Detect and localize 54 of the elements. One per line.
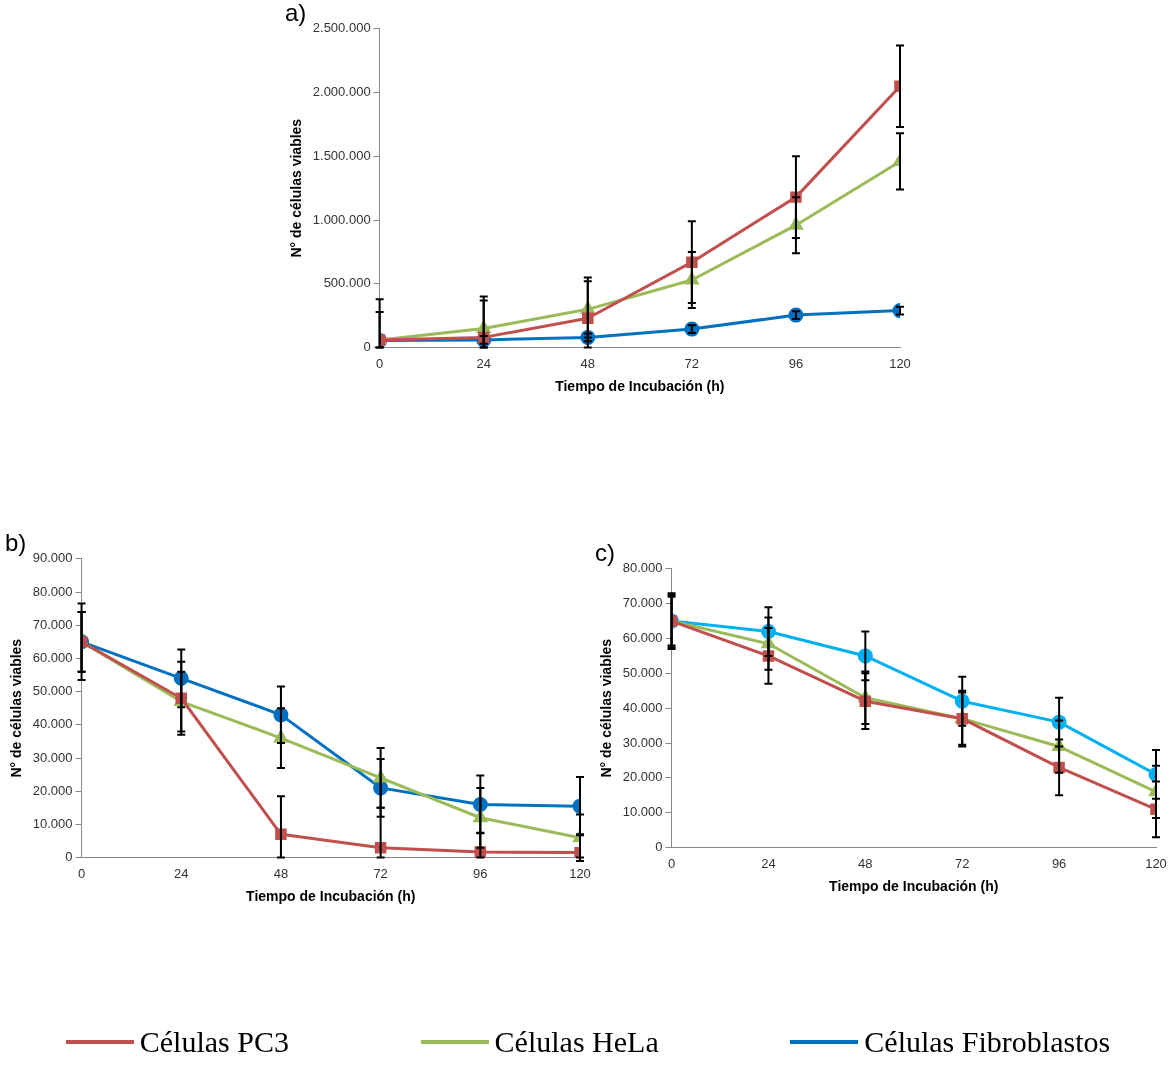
y-tick-label: 20.000: [32, 782, 73, 798]
x-tick-label: 0: [77, 865, 86, 881]
y-tick-label: 2.000.000: [312, 84, 371, 100]
chart-title: c): [595, 539, 615, 567]
x-tick-label: 72: [373, 865, 388, 881]
x-tick-label: 48: [273, 865, 289, 881]
y-tick-label: 30.000: [32, 749, 73, 765]
legend-label: Células Fibroblastos: [864, 1025, 1111, 1059]
x-axis-title: Tiempo de Incubación (h): [246, 888, 416, 905]
y-tick-label: 10.000: [32, 815, 73, 831]
x-tick-label: 48: [858, 855, 873, 871]
y-tick-label: 1.000.000: [312, 211, 371, 227]
x-tick-label: 0: [667, 855, 676, 871]
y-tick-label: 80.000: [622, 560, 663, 576]
x-tick-label: 120: [1145, 855, 1167, 871]
y-tick-label: 40.000: [622, 699, 663, 715]
y-tick-label: 50.000: [32, 683, 73, 699]
x-tick-label: 0: [376, 355, 384, 371]
y-tick-label: 20.000: [622, 769, 663, 785]
x-tick-label: 72: [684, 355, 700, 371]
y-tick-label: 60.000: [32, 649, 73, 665]
x-tick-label: 24: [761, 855, 776, 871]
y-tick-label: 0: [363, 339, 371, 355]
y-tick-label: 50.000: [622, 664, 663, 680]
x-tick-label: 120: [569, 865, 591, 881]
x-tick-label: 96: [1051, 855, 1067, 871]
legend-label: Células PC3: [139, 1025, 289, 1059]
x-tick-label: 24: [476, 355, 491, 371]
x-tick-label: 48: [580, 355, 596, 371]
x-tick-label: 96: [473, 865, 488, 881]
y-axis-title: N° de células viables: [598, 638, 615, 778]
legend-label: Células HeLa: [494, 1025, 659, 1059]
y-tick-label: 70.000: [622, 595, 663, 611]
y-tick-label: 10.000: [622, 804, 663, 820]
x-tick-label: 120: [889, 355, 911, 371]
x-tick-label: 96: [788, 355, 804, 371]
chart-title: a): [285, 0, 307, 27]
chart-title: b): [5, 529, 27, 557]
y-tick-label: 60.000: [622, 630, 663, 646]
y-tick-label: 90.000: [32, 550, 73, 566]
y-tick-label: 0: [655, 839, 663, 855]
y-axis-title: N° de células viables: [8, 638, 25, 778]
y-tick-label: 1.500.000: [312, 147, 371, 163]
x-tick-label: 72: [954, 855, 970, 871]
x-axis-title: Tiempo de Incubación (h): [555, 378, 725, 395]
y-tick-label: 500.000: [323, 275, 371, 291]
y-tick-label: 2.500.000: [312, 20, 371, 36]
x-axis-title: Tiempo de Incubación (h): [829, 878, 999, 895]
y-tick-label: 40.000: [32, 716, 73, 732]
y-tick-label: 30.000: [622, 734, 663, 750]
y-tick-label: 70.000: [32, 616, 73, 632]
y-axis-title: N° de células viables: [288, 118, 305, 258]
x-tick-label: 24: [174, 865, 189, 881]
y-tick-label: 80.000: [32, 583, 73, 599]
